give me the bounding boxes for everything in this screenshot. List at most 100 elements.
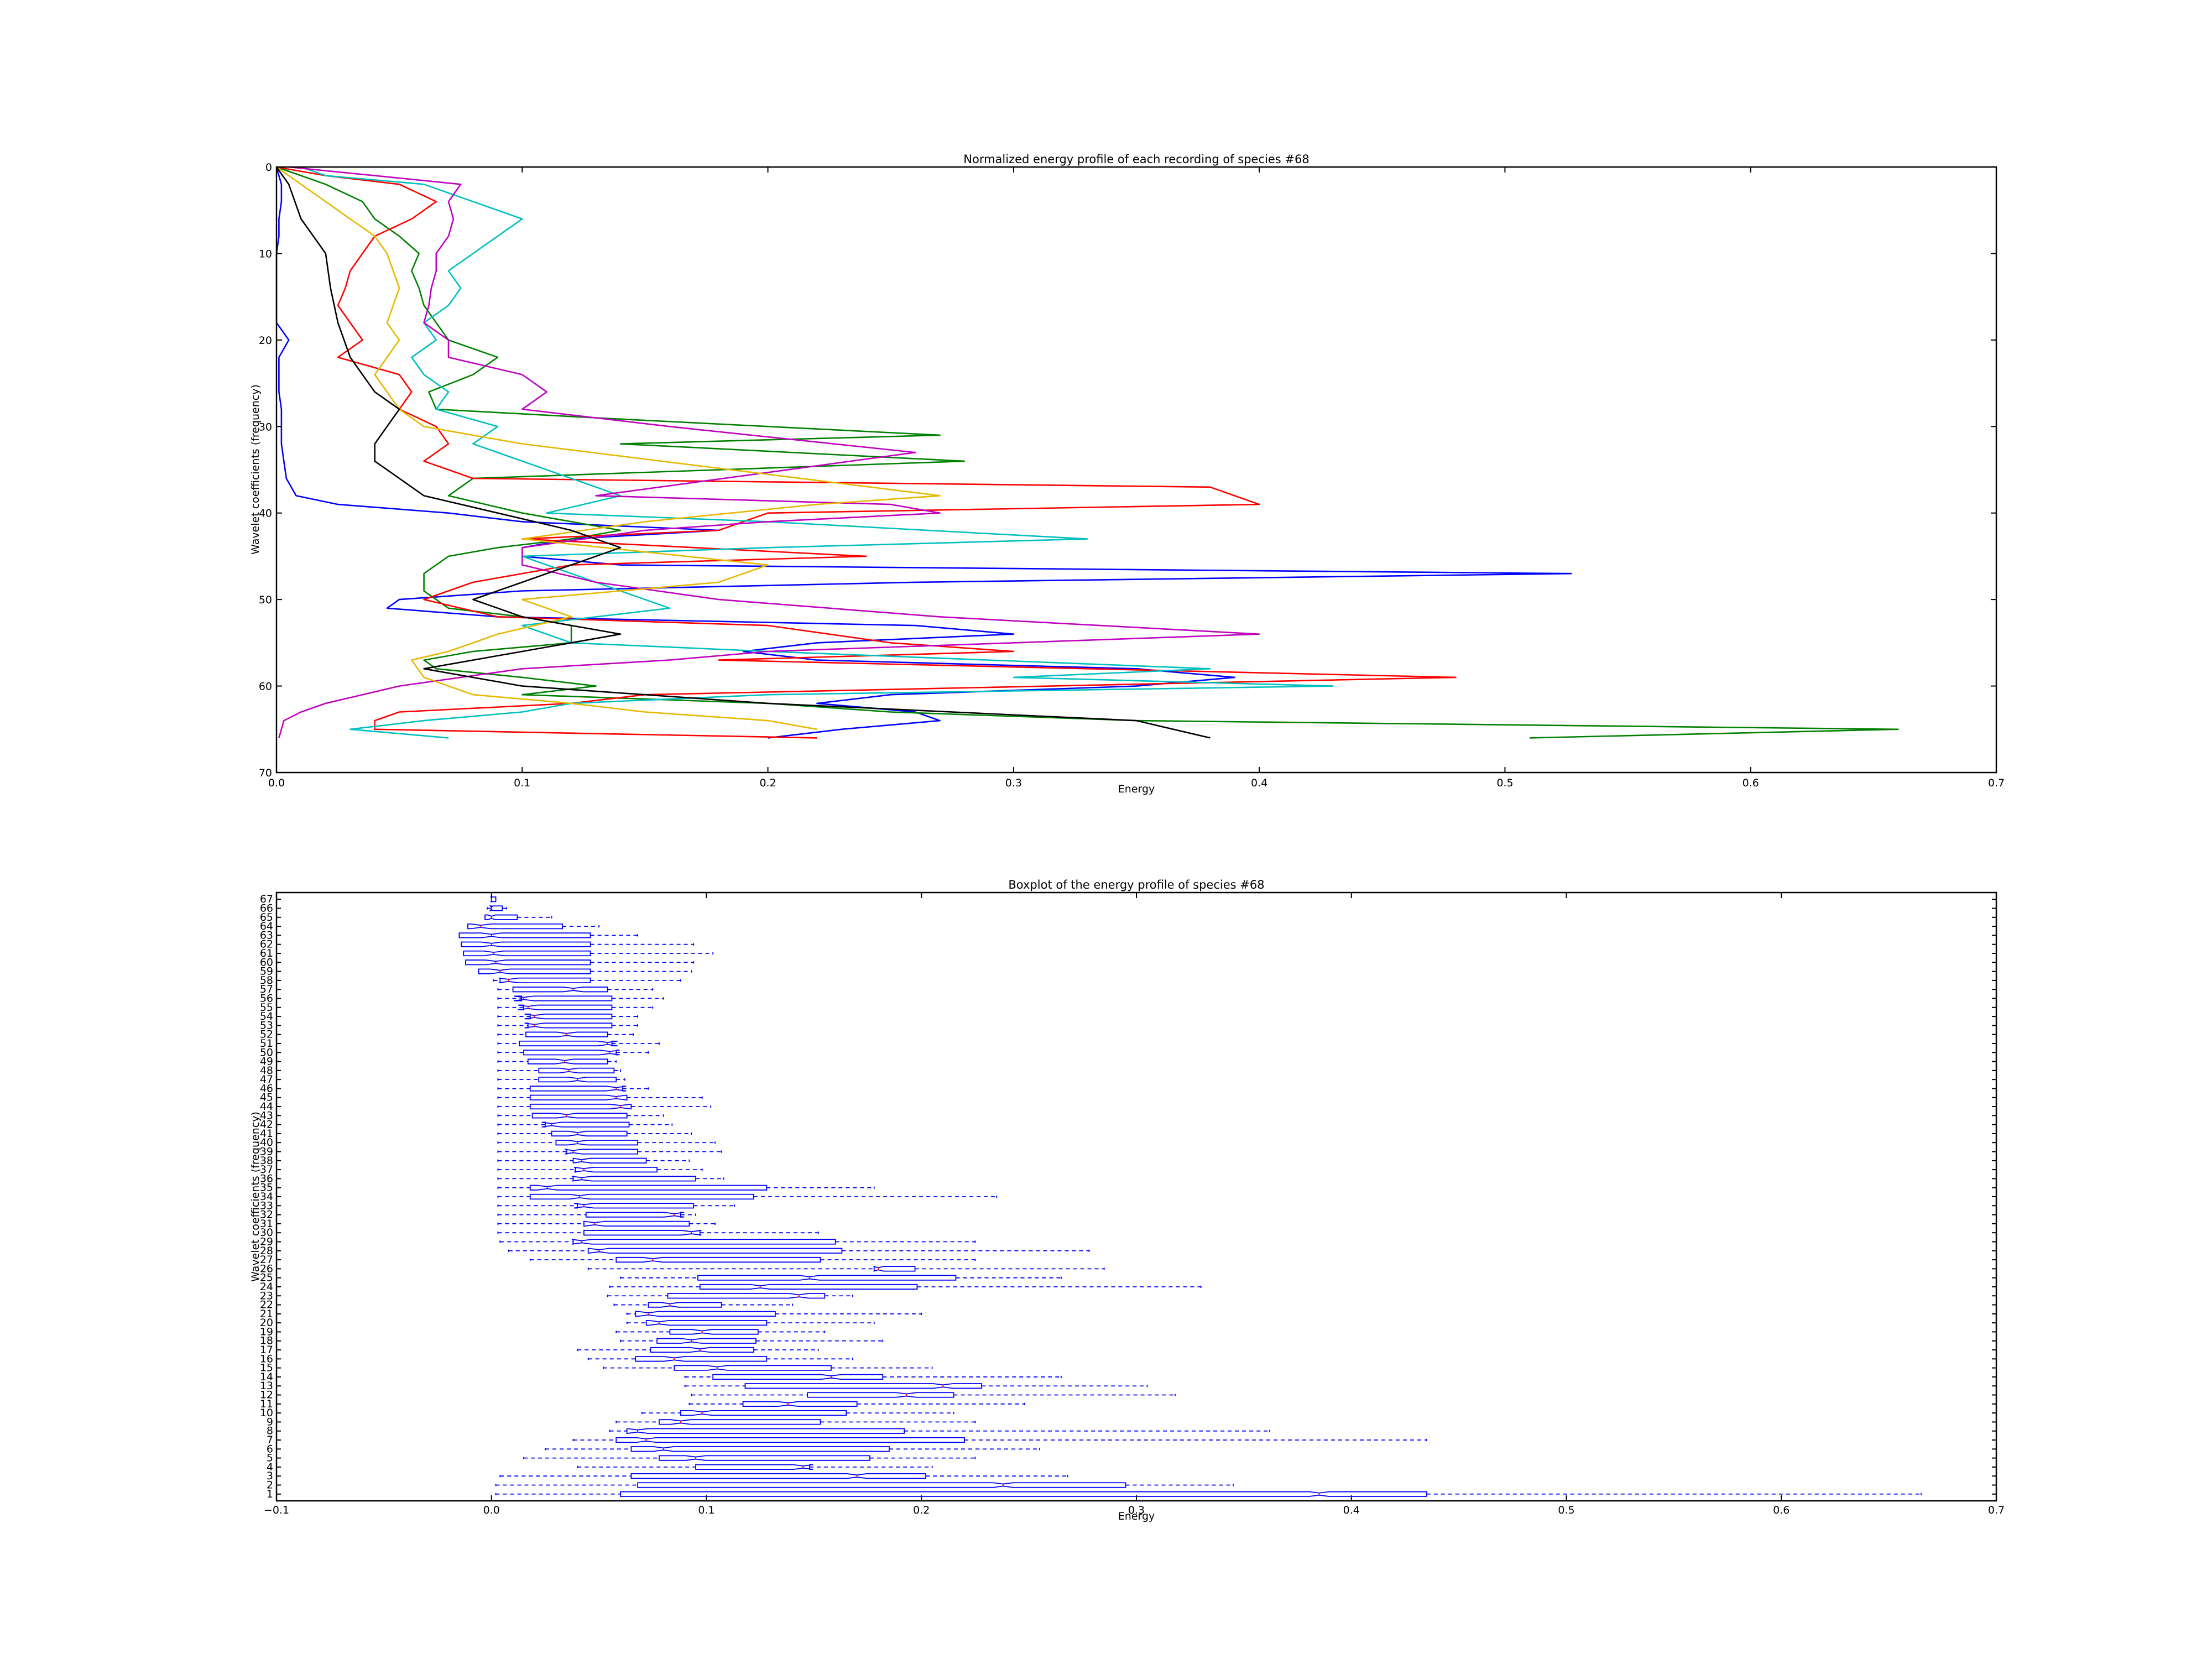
box-body <box>583 1220 690 1227</box>
y-tick-label: 9 <box>267 1416 273 1428</box>
y-tick-label: 23 <box>260 1290 273 1302</box>
box-62 <box>461 941 695 947</box>
box-50 <box>497 1050 649 1056</box>
y-tick-label: 41 <box>260 1128 273 1140</box>
box-57 <box>497 987 654 993</box>
box-body <box>573 1203 695 1209</box>
box-4 <box>577 1464 933 1470</box>
y-tick-label: 0 <box>265 161 272 174</box>
box-body <box>635 1311 776 1317</box>
y-tick-label: 32 <box>260 1209 273 1221</box>
box-55 <box>497 1004 654 1010</box>
y-tick-label: 14 <box>260 1371 273 1383</box>
box-body <box>529 1185 768 1191</box>
box-64 <box>467 923 600 930</box>
x-tick-label: 0.0 <box>268 777 285 789</box>
series-line-2 <box>276 166 1899 739</box>
box-13 <box>684 1383 1148 1389</box>
box-body <box>583 1230 702 1236</box>
x-axis-ticks: −0.1 0.0 0.1 0.2 0.3 0.4 0.5 0.6 0.7 <box>264 893 2005 1516</box>
y-tick-label: 36 <box>260 1172 273 1185</box>
y-tick-label: 27 <box>260 1254 273 1266</box>
box-60 <box>465 959 695 966</box>
box-44 <box>497 1103 712 1110</box>
box-body <box>489 905 503 911</box>
y-tick-label: 19 <box>260 1326 273 1338</box>
x-tick-label: 0.6 <box>1743 777 1759 789</box>
box-body <box>648 1302 722 1308</box>
box-body <box>744 1383 982 1389</box>
box-27 <box>529 1256 976 1263</box>
box-10 <box>641 1410 954 1416</box>
box-66 <box>487 905 507 911</box>
y-tick-label: 30 <box>260 1227 273 1239</box>
box-body <box>523 1050 620 1056</box>
x-tick-label: 0.2 <box>913 1504 930 1516</box>
y-tick-label: 55 <box>260 1001 273 1014</box>
box-body <box>620 1491 1427 1497</box>
boxplot-plot-area <box>275 891 1997 1502</box>
box-body <box>512 987 608 993</box>
box-body <box>659 1455 870 1461</box>
line-chart-plot-area <box>275 166 1997 774</box>
box-18 <box>620 1338 884 1344</box>
x-tick-label: 0.6 <box>1773 1504 1790 1516</box>
box-5 <box>523 1455 976 1461</box>
x-tick-label: 0.7 <box>1988 1504 2005 1516</box>
box-body <box>650 1347 754 1353</box>
box-47 <box>497 1077 625 1083</box>
box-12 <box>691 1392 1176 1398</box>
series-line-3 <box>276 166 1457 739</box>
box-body <box>680 1410 847 1416</box>
y-tick-label: 21 <box>260 1308 273 1320</box>
box-body <box>571 1239 836 1245</box>
box-39 <box>497 1149 722 1155</box>
x-tick-label: 0.2 <box>759 777 776 789</box>
y-tick-label: 6 <box>267 1443 273 1455</box>
y-tick-label: 61 <box>260 947 273 959</box>
y-tick-label: 56 <box>260 992 273 1004</box>
box-40 <box>497 1140 716 1146</box>
box-body <box>461 941 591 947</box>
y-tick-label: 39 <box>260 1146 273 1158</box>
y-tick-label: 7 <box>267 1434 273 1446</box>
y-tick-label: 43 <box>260 1109 273 1121</box>
box-43 <box>497 1113 664 1119</box>
box-body <box>529 1193 754 1200</box>
box-29 <box>499 1239 976 1245</box>
x-tick-label: 0.1 <box>514 777 530 789</box>
y-tick-label: 65 <box>260 911 273 924</box>
box-15 <box>603 1365 933 1371</box>
series-line-6 <box>276 166 941 731</box>
boxplot-chart-title: Boxplot of the energy profile of species… <box>1008 878 1264 891</box>
y-tick-label: 20 <box>260 1317 273 1329</box>
x-tick-label: 0.5 <box>1558 1504 1574 1516</box>
y-tick-label: 17 <box>260 1344 273 1356</box>
y-axis-ticks: 1234567891011121314151617181920212223242… <box>260 893 1996 1500</box>
box-34 <box>497 1193 998 1200</box>
box-63 <box>458 932 638 938</box>
box-28 <box>508 1248 1090 1254</box>
y-tick-label: 34 <box>260 1191 273 1203</box>
box-body <box>467 923 563 930</box>
y-tick-label: 20 <box>259 335 272 347</box>
box-17 <box>577 1347 819 1353</box>
boxplot-chart-y-label: Wavelet coefficients (frequency) <box>249 1112 262 1282</box>
x-tick-label: 0.3 <box>1128 1504 1145 1516</box>
y-tick-label: 18 <box>260 1335 273 1347</box>
box-16 <box>587 1356 853 1362</box>
box-body <box>527 1058 608 1065</box>
y-tick-label: 42 <box>260 1119 273 1131</box>
y-tick-label: 13 <box>260 1380 273 1392</box>
y-tick-label: 24 <box>260 1281 273 1293</box>
box-body <box>574 1166 658 1173</box>
box-body <box>458 932 591 938</box>
line-series-group <box>275 166 1899 739</box>
box-body <box>626 1428 905 1434</box>
y-tick-label: 3 <box>267 1470 273 1482</box>
box-body <box>695 1464 813 1470</box>
box-body <box>538 1077 617 1083</box>
box-3 <box>499 1473 1068 1479</box>
box-body <box>484 914 518 920</box>
box-32 <box>497 1212 696 1218</box>
